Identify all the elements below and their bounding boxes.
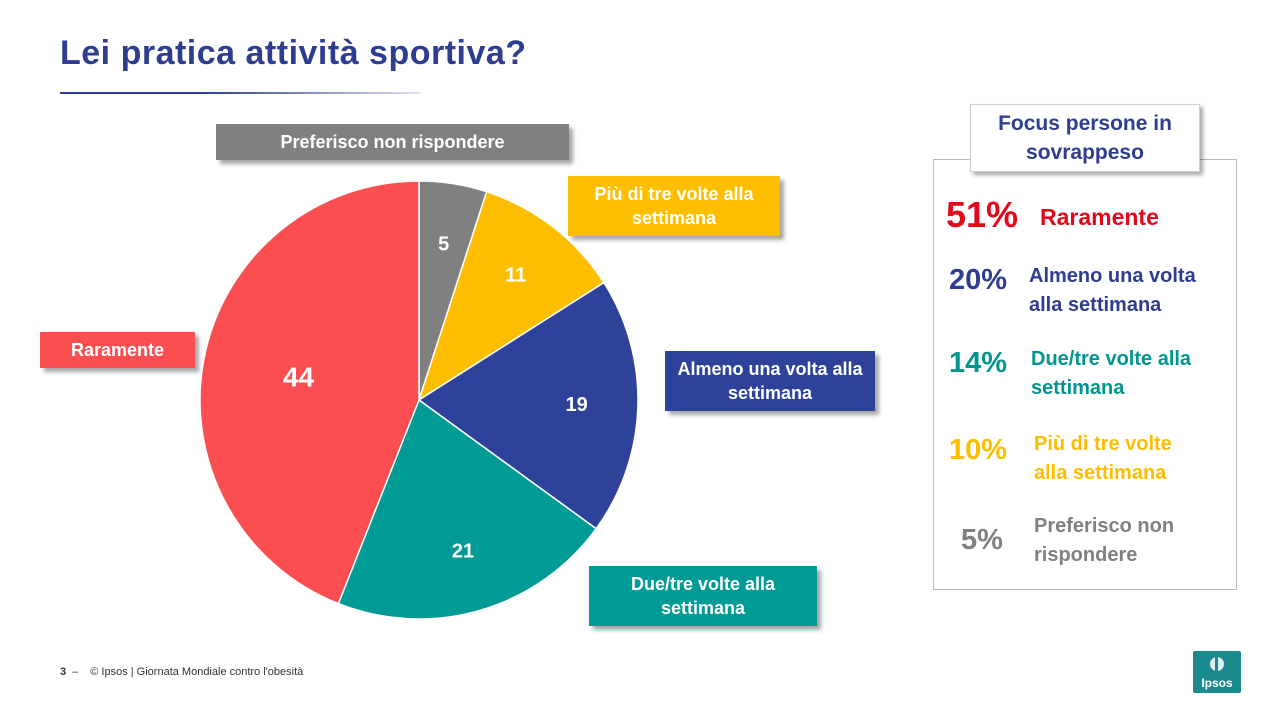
callout-due-tre-text: Due/tre volte alla settimana (630, 574, 776, 618)
callout-preferisco-text: Preferisco non rispondere (280, 132, 505, 152)
callout-preferisco: Preferisco non rispondere (216, 124, 569, 160)
pie-slice-3 (337, 398, 598, 620)
focus-pct-almeno: 20% (948, 264, 1008, 296)
ipsos-logo: Ipsos (1193, 651, 1241, 693)
pie-value-label-2: 19 (565, 394, 587, 416)
page-title: Lei pratica attività sportiva? (60, 34, 527, 72)
pie-value-label-0: 5 (438, 233, 449, 255)
footer-dash: – (72, 666, 79, 678)
logo-mark-icon (1210, 657, 1224, 673)
focus-label-almeno: Almeno una volta alla settimana (1029, 265, 1196, 316)
focus-pct-piu-di-tre: 10% (948, 434, 1008, 466)
pie-value-label-3: 21 (452, 540, 474, 562)
footer: 3– © Ipsos | Giornata Mondiale contro l'o… (60, 666, 303, 678)
callout-raramente: Raramente (40, 332, 195, 368)
pie-slice-1 (417, 190, 605, 402)
pie-value-label-4: 44 (283, 362, 315, 393)
focus-pct-raramente: 51% (945, 194, 1019, 235)
callout-piu-di-tre: Più di tre volte alla settimana (568, 176, 780, 236)
focus-label-raramente: Raramente (1040, 204, 1159, 230)
callout-due-tre: Due/tre volte alla settimana (589, 566, 817, 626)
pie-slice-2 (417, 281, 639, 530)
pie-value-label-1: 11 (505, 264, 526, 286)
focus-panel (933, 159, 1237, 590)
focus-title: Focus persone in sovrappeso (970, 104, 1200, 172)
page-number: 3 (60, 666, 67, 678)
pie-slice-4 (199, 180, 420, 605)
callout-piu-di-tre-text: Più di tre volte alla settimana (594, 184, 754, 228)
focus-label-preferisco: Preferisco non rispondere (1034, 515, 1175, 566)
callout-raramente-text: Raramente (70, 340, 165, 360)
callout-almeno-text: Almeno una volta alla settimana (677, 359, 863, 403)
focus-pct-preferisco: 5% (961, 524, 1003, 556)
focus-label-due-tre: Due/tre volte alla settimana (1031, 348, 1192, 399)
callout-almeno: Almeno una volta alla settimana (665, 351, 875, 411)
logo-text: Ipsos (1201, 676, 1233, 690)
footer-text: © Ipsos | Giornata Mondiale contro l'obe… (90, 666, 304, 678)
focus-pct-due-tre: 14% (948, 347, 1008, 379)
focus-label-piu-di-tre: Più di tre volte alla settimana (1034, 433, 1172, 484)
title-underline (60, 92, 420, 94)
focus-title-text: Focus persone in sovrappeso (998, 112, 1172, 164)
